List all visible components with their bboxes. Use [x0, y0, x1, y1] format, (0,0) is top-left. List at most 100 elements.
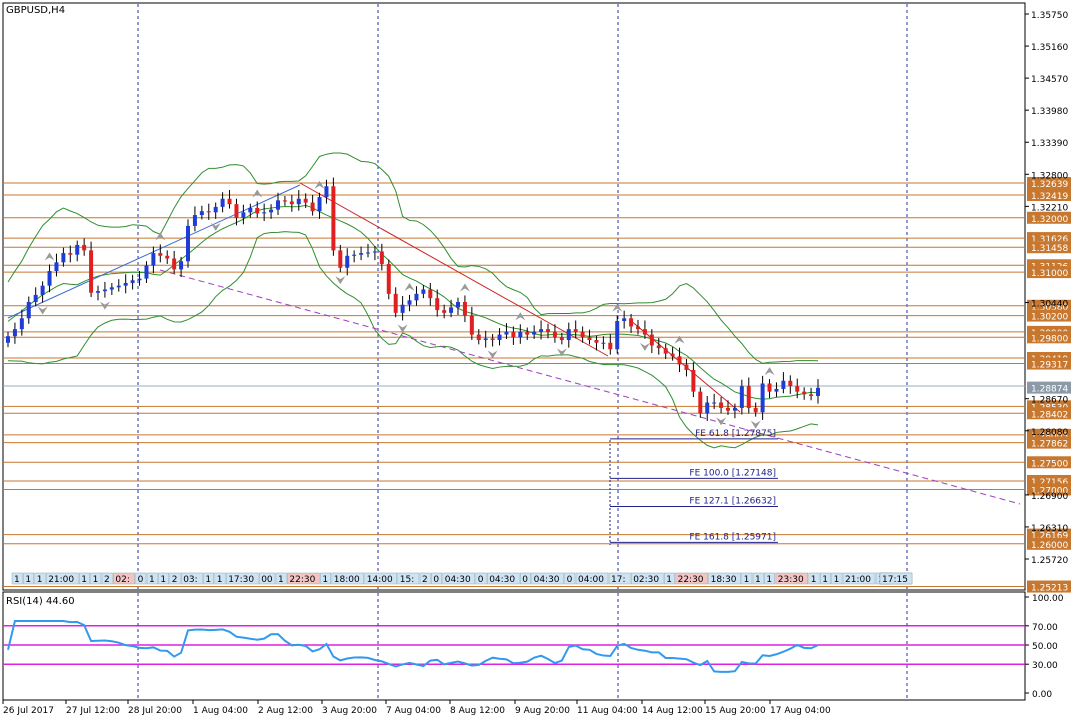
- level-label-bg: [1027, 456, 1071, 469]
- time-label-box: [842, 572, 876, 585]
- candle-bear: [629, 318, 634, 327]
- candle-bear: [546, 329, 550, 332]
- time-label-box: [225, 572, 259, 585]
- fractal-down: [99, 301, 110, 310]
- candle-bull: [116, 285, 121, 288]
- candle-bear: [511, 331, 516, 338]
- rsi-tick-label: 100.00: [1032, 594, 1064, 604]
- level-label: 1.26000: [1031, 541, 1068, 551]
- time-label-box: [741, 572, 753, 585]
- time-label: 21:00: [48, 575, 74, 585]
- time-label-box: [431, 572, 443, 585]
- candle-bull: [123, 282, 128, 286]
- time-label-box: [397, 572, 420, 585]
- candle-bull: [220, 198, 225, 207]
- candle-bull: [760, 383, 765, 413]
- candle-bear: [656, 345, 661, 349]
- candle-bear: [227, 198, 232, 205]
- candle-bear: [663, 348, 668, 354]
- level-label: 1.32419: [1031, 192, 1068, 202]
- time-label-box: [564, 572, 576, 585]
- time-label-box: [158, 572, 170, 585]
- candle-bear: [788, 380, 793, 387]
- candle-bull: [622, 318, 627, 322]
- rsi-tick-label: 30.00: [1032, 661, 1058, 671]
- price-tick-label: 1.35750: [1031, 11, 1068, 21]
- time-label-box: [90, 572, 102, 585]
- price-tick-label: 1.32210: [1031, 203, 1068, 213]
- candle-bear: [767, 383, 772, 392]
- time-label: 22:30: [678, 575, 704, 585]
- fractal-up: [612, 303, 623, 312]
- time-label-box: [146, 572, 158, 585]
- candle-bear: [587, 337, 592, 341]
- time-label: 1: [322, 575, 328, 585]
- candle-bear: [206, 211, 211, 213]
- level-label: 1.31000: [1031, 269, 1068, 279]
- fractal-down: [716, 417, 727, 426]
- time-label: 04:00: [578, 575, 604, 585]
- candle-bull: [352, 254, 357, 256]
- time-label-box: [214, 572, 226, 585]
- candle-bear: [746, 386, 751, 408]
- time-label: 02:: [115, 575, 129, 585]
- fibo-label: FE 127.1 [1.26632]: [689, 496, 776, 506]
- time-label-box: [135, 572, 147, 585]
- time-label-box: [675, 572, 708, 585]
- time-label: 18:00: [334, 575, 360, 585]
- time-label-box: [708, 572, 741, 585]
- level-label: 1.32000: [1031, 215, 1068, 225]
- price-axis: 1.326391.324191.320001.316261.314581.311…: [1025, 11, 1071, 594]
- price-tick-label: 1.25720: [1031, 556, 1068, 566]
- candle-bull: [732, 407, 737, 411]
- level-label: 1.27000: [1031, 486, 1068, 496]
- price-tick-label: 1.32800: [1031, 171, 1068, 181]
- time-label-box: [752, 572, 764, 585]
- time-label-box: [101, 572, 113, 585]
- candle-bear: [435, 298, 440, 311]
- candle-bull: [615, 321, 620, 350]
- time-label-box: [320, 572, 332, 585]
- time-label-box: [608, 572, 631, 585]
- candle-bull: [102, 289, 107, 292]
- candle-bear: [580, 331, 585, 338]
- candle-bear: [525, 331, 530, 335]
- time-label: 1: [811, 575, 817, 585]
- candle-bull: [137, 278, 142, 281]
- candle-bull: [372, 251, 377, 253]
- candle-bull: [192, 215, 197, 226]
- time-label: 1: [205, 575, 211, 585]
- price-tick-label: 1.26900: [1031, 492, 1068, 502]
- time-tick-label: 11 Aug 04:00: [577, 706, 638, 716]
- candle-bear: [158, 253, 163, 256]
- time-label-box: [169, 572, 181, 585]
- candle-bull: [144, 265, 149, 279]
- level-label: 1.27156: [1031, 478, 1068, 488]
- candle-bull: [269, 209, 274, 213]
- price-tick-label: 1.30440: [1031, 300, 1068, 310]
- time-label: 14:00: [367, 575, 393, 585]
- time-label-box: [575, 572, 609, 585]
- level-label-bg: [1027, 407, 1071, 420]
- time-label-box: [775, 572, 809, 585]
- time-label: 1: [666, 575, 672, 585]
- level-label-bg: [1027, 528, 1071, 541]
- time-label: 1: [834, 575, 840, 585]
- candle-bear: [809, 394, 814, 396]
- level-label: 1.26169: [1031, 532, 1068, 542]
- level-label-bg: [1027, 436, 1071, 449]
- time-label: 0: [433, 575, 439, 585]
- level-label: 1.29800: [1031, 334, 1068, 344]
- fractal-up: [155, 232, 166, 241]
- fractal-up: [764, 367, 775, 376]
- fractal-down: [335, 276, 346, 285]
- time-label-box: [113, 572, 135, 585]
- time-label: 2: [104, 575, 110, 585]
- candle-bear: [393, 293, 398, 313]
- fractal-down: [487, 350, 498, 359]
- candle-bull: [199, 211, 204, 216]
- time-label: 0: [567, 575, 573, 585]
- fibo-label: FE 61.8 [1.27875]: [695, 429, 776, 439]
- candle-bull: [47, 271, 52, 286]
